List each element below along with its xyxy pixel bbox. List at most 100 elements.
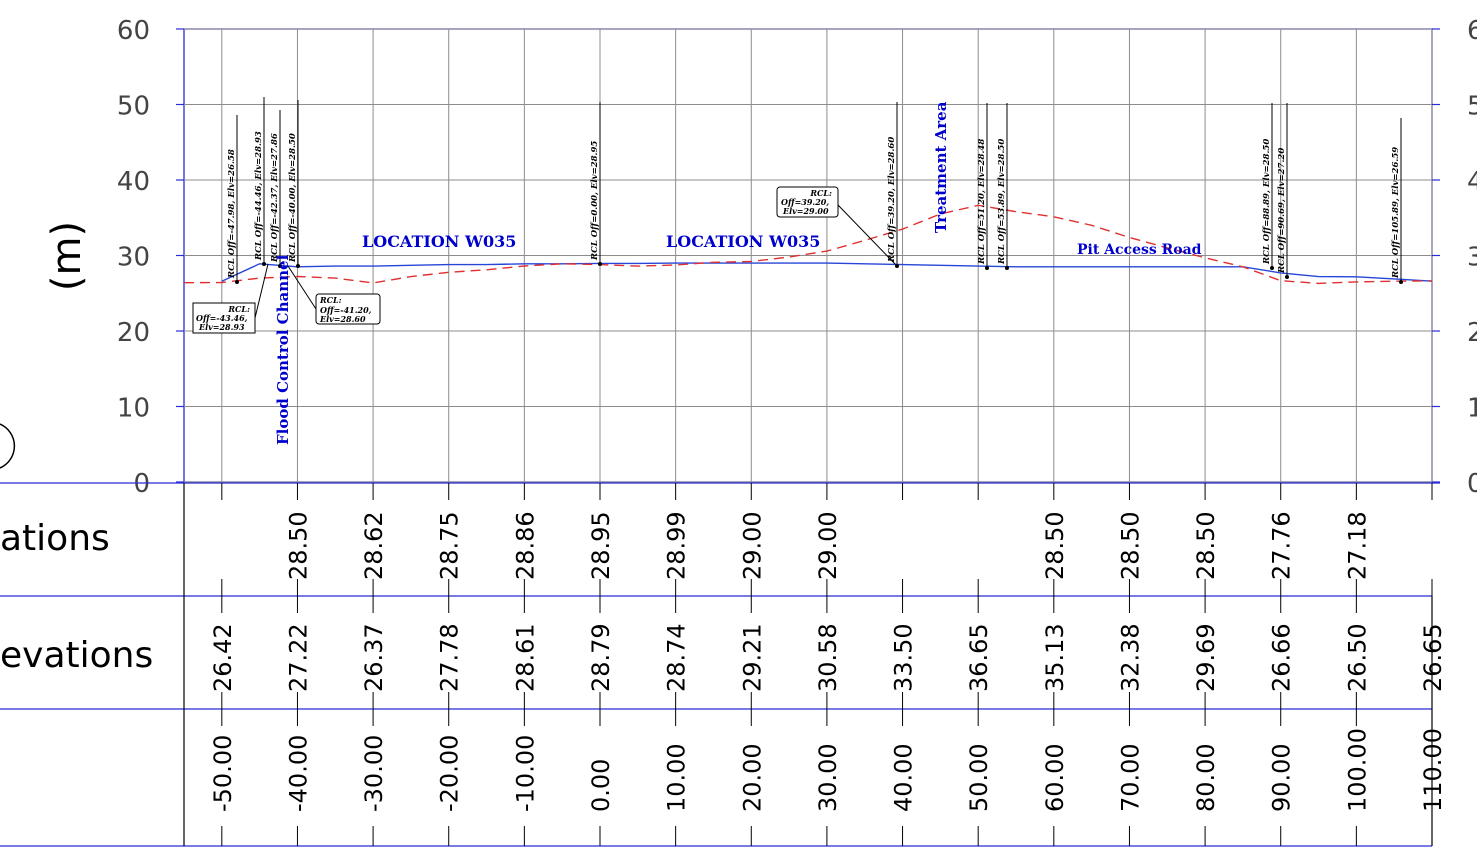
callout-label: RCL Off=88.89, Elv=28.50	[1262, 139, 1272, 265]
design-elevation-value: 28.62	[360, 511, 388, 580]
callout-label: RCL Off=105.89, Elv=26.59	[1391, 147, 1401, 279]
profile-lines	[183, 204, 1433, 285]
callout-label: RCL Off=90.69, Elv=27.20	[1277, 148, 1287, 274]
existing-elevation-value: 26.37	[360, 623, 388, 692]
existing-elevation-value: 28.61	[511, 623, 539, 692]
svg-text:RCL:: RCL:	[809, 188, 832, 198]
right-tick-label: 2	[1467, 318, 1477, 348]
offset-value: 90.00	[1268, 743, 1296, 812]
box-a-leader	[254, 263, 269, 319]
offset-value: 40.00	[890, 743, 918, 812]
callout-box-b: RCL: Off=-41.20, Elv=28.60	[315, 293, 381, 325]
svg-text:Elv=28.60: Elv=28.60	[319, 314, 366, 324]
location-label-2: LOCATION W035	[666, 232, 820, 251]
callout-point	[1270, 266, 1274, 270]
callout-point	[262, 262, 266, 266]
svg-text:Off=39.20,: Off=39.20,	[781, 197, 829, 207]
callout-label: RCL Off=39.20, Elv=28.60	[887, 137, 897, 263]
existing-elevation-value: 27.22	[284, 623, 312, 692]
existing-row-title: evations	[0, 635, 153, 676]
existing-elevation-value: 29.21	[738, 623, 766, 692]
offset-value: 0.00	[587, 759, 615, 812]
existing-elevation-value: 32.38	[1116, 623, 1144, 692]
svg-text:Elv=28.93: Elv=28.93	[198, 322, 245, 332]
callout-point	[235, 280, 239, 284]
design-elevation-value: 29.00	[814, 511, 842, 580]
existing-elevation-value: 26.66	[1268, 623, 1296, 692]
offset-value: 60.00	[1041, 743, 1069, 812]
existing-elevation-value: 35.13	[1041, 623, 1069, 692]
existing-elevation-value: 29.69	[1192, 623, 1220, 692]
right-tick-label: 3	[1467, 243, 1477, 273]
callout-point	[1399, 280, 1403, 284]
callout-leaders	[235, 97, 1403, 319]
y-tick-label: 30	[117, 243, 150, 273]
callout-label: RCL Off=0.00, Elv=28.95	[590, 141, 600, 261]
design-elevation-value: 29.00	[738, 511, 766, 580]
offset-value: 30.00	[814, 743, 842, 812]
callout-point	[1005, 266, 1009, 270]
right-axis: 0 1 2 3 4 5 6	[1432, 16, 1477, 499]
callout-point	[296, 264, 300, 268]
offset-value: 80.00	[1192, 743, 1220, 812]
rotated-callouts: RCL Off=-47.98, Elv=26.58 RCL Off=-44.46,…	[227, 131, 1401, 279]
box-b-leader	[287, 265, 317, 310]
right-tick-label: 4	[1467, 167, 1477, 197]
circle-fragment	[0, 423, 16, 469]
design-elevation-value: 28.50	[1192, 511, 1220, 580]
callout-label: RCL Off=-40.00, Elv=28.50	[288, 133, 298, 263]
y-tick-label: 40	[117, 167, 150, 197]
design-row-title: ations	[0, 518, 110, 559]
y-tick-label: 20	[117, 318, 150, 348]
right-tick-label: 5	[1467, 92, 1477, 122]
existing-elevation-value: 26.50	[1343, 623, 1371, 692]
existing-ground-line	[183, 204, 1433, 285]
y-tick-label: 60	[117, 16, 150, 46]
y-tick-label: 50	[117, 92, 150, 122]
existing-elevation-value: 28.74	[663, 623, 691, 692]
callout-label: RCL Off=-44.46, Elv=28.93	[254, 131, 264, 261]
design-elevation-value: 28.99	[663, 511, 691, 580]
right-tick-label: 6	[1467, 16, 1477, 46]
plot-grid	[184, 28, 1433, 483]
design-elevation-value: 28.50	[1041, 511, 1069, 580]
svg-text:Off=-43.46,: Off=-43.46,	[196, 313, 248, 323]
location-label-1: LOCATION W035	[362, 232, 516, 251]
box-c-leader	[837, 204, 898, 267]
design-elevation-value: 28.75	[436, 511, 464, 580]
design-elevation-value: 28.86	[511, 511, 539, 580]
callout-label: RCL Off=51.20, Elv=28.48	[977, 139, 987, 265]
design-elevation-value: 28.50	[284, 511, 312, 580]
right-tick-label: 1	[1467, 394, 1477, 424]
right-tick-label: 0	[1467, 469, 1477, 499]
svg-text:Off=-41.20,: Off=-41.20,	[320, 305, 372, 315]
y-axis-label: (m)	[44, 221, 90, 291]
design-profile-line	[221, 262, 1433, 282]
design-elevation-value: 28.95	[587, 511, 615, 580]
callout-box-c: RCL: Off=39.20, Elv=29.00	[776, 186, 839, 218]
callout-label: RCL Off=-47.98, Elv=26.58	[227, 149, 237, 279]
offset-value: -50.00	[209, 735, 237, 812]
offset-value: 50.00	[965, 743, 993, 812]
callout-point	[985, 266, 989, 270]
callout-label: RCL Off=-42.37, Elv=27.86	[270, 133, 280, 263]
callout-point	[1285, 275, 1289, 279]
offset-value: 110.00	[1419, 728, 1447, 812]
callout-box-a: RCL: Off=-43.46, Elv=28.93	[192, 302, 256, 334]
existing-elevation-value: 30.58	[814, 623, 842, 692]
existing-elevation-value: 36.65	[965, 623, 993, 692]
offset-value: -40.00	[284, 735, 312, 812]
treatment-area-label: Treatment Area	[932, 101, 950, 233]
callout-label: RCL Off=53.89, Elv=28.50	[997, 139, 1007, 265]
existing-elevation-value: 27.78	[436, 623, 464, 692]
y-axis: 0 10 20 30 40 50 60	[117, 16, 184, 499]
callout-point	[278, 264, 282, 268]
existing-elevation-value: 26.65	[1419, 623, 1447, 692]
design-elevation-value: 28.50	[1116, 511, 1144, 580]
existing-elevation-value: 33.50	[890, 623, 918, 692]
offset-value: 20.00	[738, 743, 766, 812]
flood-channel-label: Flood Control Channel	[274, 254, 292, 445]
offset-value: -30.00	[360, 735, 388, 812]
table-cells: 26.42 -50.00 28.50 27.22 -40.00 28.62 26.37 -30…	[209, 483, 1447, 846]
